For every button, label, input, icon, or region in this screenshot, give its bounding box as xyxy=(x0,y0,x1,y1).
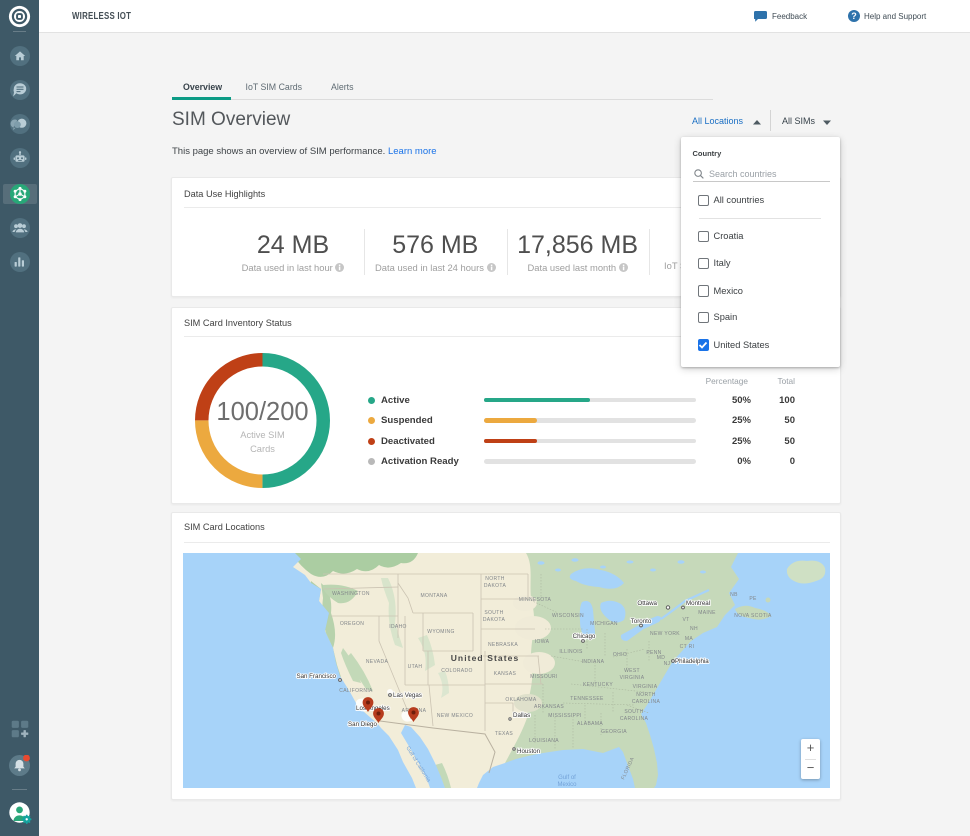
svg-text:NORTH: NORTH xyxy=(636,692,655,698)
svg-text:GEORGIA: GEORGIA xyxy=(601,729,627,735)
svg-text:NJ: NJ xyxy=(664,661,671,667)
svg-text:Dallas: Dallas xyxy=(513,712,530,719)
svg-text:NEW MEXICO: NEW MEXICO xyxy=(437,713,473,719)
svg-text:WYOMING: WYOMING xyxy=(427,629,454,635)
svg-text:SOUTH: SOUTH xyxy=(484,610,503,616)
svg-text:San Diego: San Diego xyxy=(348,721,377,728)
svg-text:MAINE: MAINE xyxy=(698,610,716,616)
svg-text:DAKOTA: DAKOTA xyxy=(484,583,507,589)
svg-text:IDAHO: IDAHO xyxy=(389,624,407,630)
svg-text:NB: NB xyxy=(730,592,738,598)
svg-text:NEBRASKA: NEBRASKA xyxy=(488,642,518,648)
svg-text:United States: United States xyxy=(451,653,520,663)
svg-text:CALIFORNIA: CALIFORNIA xyxy=(339,688,373,694)
svg-text:COLORADO: COLORADO xyxy=(441,668,472,674)
svg-text:NEVADA: NEVADA xyxy=(366,659,389,665)
svg-text:OREGON: OREGON xyxy=(340,621,364,627)
svg-text:Los Angeles: Los Angeles xyxy=(356,705,390,712)
svg-text:MD: MD xyxy=(657,655,666,661)
svg-text:IOWA: IOWA xyxy=(535,639,550,645)
svg-text:PENN: PENN xyxy=(646,650,661,656)
svg-text:MA: MA xyxy=(685,636,694,642)
svg-text:Montreal: Montreal xyxy=(686,600,710,607)
svg-text:MONTANA: MONTANA xyxy=(420,593,447,599)
svg-text:?: ? xyxy=(851,11,857,21)
svg-text:ILLINOIS: ILLINOIS xyxy=(559,649,583,655)
svg-text:TEXAS: TEXAS xyxy=(495,731,513,737)
svg-text:DAKOTA: DAKOTA xyxy=(483,617,506,623)
svg-text:UTAH: UTAH xyxy=(408,664,423,670)
svg-text:VIRGINIA: VIRGINIA xyxy=(633,684,658,690)
svg-text:Toronto: Toronto xyxy=(631,618,652,625)
svg-text:Las Vegas: Las Vegas xyxy=(393,692,422,699)
svg-text:NOVA SCOTIA: NOVA SCOTIA xyxy=(734,613,772,619)
svg-text:CAROLINA: CAROLINA xyxy=(632,699,661,705)
svg-text:CAROLINA: CAROLINA xyxy=(620,716,649,722)
svg-text:OKLAHOMA: OKLAHOMA xyxy=(505,697,536,703)
svg-text:Chicago: Chicago xyxy=(573,633,596,640)
svg-text:INDIANA: INDIANA xyxy=(582,659,605,665)
svg-text:PE: PE xyxy=(749,596,757,602)
svg-text:Ottawa: Ottawa xyxy=(637,600,657,607)
svg-text:LOUISIANA: LOUISIANA xyxy=(529,738,559,744)
svg-text:WASHINGTON: WASHINGTON xyxy=(332,591,370,597)
svg-text:MISSOURI: MISSOURI xyxy=(530,674,558,680)
svg-text:NORTH: NORTH xyxy=(485,576,504,582)
svg-text:Mexico: Mexico xyxy=(557,782,577,788)
svg-text:San Francisco: San Francisco xyxy=(296,673,336,680)
svg-text:WEST: WEST xyxy=(624,668,640,674)
svg-text:NEW YORK: NEW YORK xyxy=(650,631,680,637)
svg-text:ARKANSAS: ARKANSAS xyxy=(534,704,564,710)
svg-text:Houston: Houston xyxy=(517,748,541,755)
svg-text:ALABAMA: ALABAMA xyxy=(577,721,603,727)
svg-text:VIRGINIA: VIRGINIA xyxy=(620,675,645,681)
svg-text:WISCONSIN: WISCONSIN xyxy=(552,613,584,619)
svg-text:NH: NH xyxy=(690,626,698,632)
svg-text:MISSISSIPPI: MISSISSIPPI xyxy=(548,713,582,719)
svg-text:VT: VT xyxy=(682,617,689,623)
svg-text:CT RI: CT RI xyxy=(680,644,695,650)
svg-text:SOUTH: SOUTH xyxy=(624,709,643,715)
svg-text:MINNESOTA: MINNESOTA xyxy=(519,597,552,603)
svg-text:Gulf of: Gulf of xyxy=(558,775,576,781)
svg-text:TENNESSEE: TENNESSEE xyxy=(570,696,604,702)
svg-text:KANSAS: KANSAS xyxy=(494,671,517,677)
svg-text:MICHIGAN: MICHIGAN xyxy=(590,621,618,627)
svg-text:KENTUCKY: KENTUCKY xyxy=(583,682,613,688)
svg-text:OHIO: OHIO xyxy=(613,652,627,658)
svg-text:Philadelphia: Philadelphia xyxy=(675,658,709,665)
